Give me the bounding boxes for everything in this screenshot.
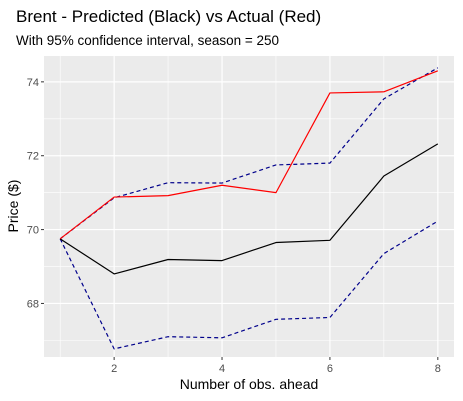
lower-line <box>59 220 439 350</box>
major-gridlines <box>44 56 454 357</box>
plot-panel <box>44 56 454 357</box>
y-tick-label: 74 <box>27 77 39 89</box>
y-tick-label: 70 <box>27 225 39 237</box>
y-axis-ticks: 68 70 72 74 <box>27 77 44 310</box>
predicted-line <box>59 143 439 275</box>
chart-subtitle: With 95% confidence interval, season = 2… <box>16 33 279 48</box>
x-axis-ticks: 2 4 6 8 <box>111 357 441 375</box>
actual-line <box>59 70 439 240</box>
x-axis-title: Number of obs. ahead <box>180 376 319 392</box>
y-axis-title: Price ($) <box>5 180 21 233</box>
x-tick-label: 2 <box>111 363 117 375</box>
x-tick-label: 4 <box>219 363 225 375</box>
chart-title: Brent - Predicted (Black) vs Actual (Red… <box>16 7 321 26</box>
y-tick-label: 68 <box>27 298 39 310</box>
series-lines <box>59 67 439 350</box>
x-tick-label: 8 <box>435 363 441 375</box>
minor-gridlines <box>44 56 454 357</box>
y-tick-label: 72 <box>27 151 39 163</box>
x-tick-label: 6 <box>327 363 333 375</box>
upper-line <box>59 67 439 240</box>
